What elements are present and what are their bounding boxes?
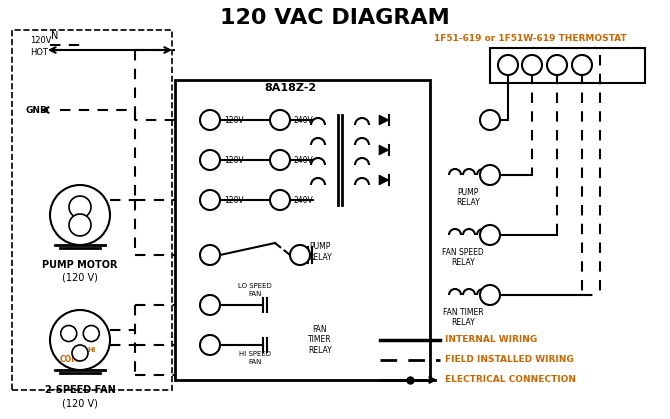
Polygon shape [379,115,389,125]
Circle shape [200,245,220,265]
Text: G: G [486,290,494,300]
Text: INTERNAL WIRING: INTERNAL WIRING [445,336,537,344]
Text: PUMP MOTOR: PUMP MOTOR [42,260,118,270]
Text: Y: Y [487,230,493,240]
Bar [12,30,172,390]
Circle shape [547,55,567,75]
Text: 240V: 240V [294,116,314,124]
Text: P1: P1 [294,251,306,259]
Text: 240V: 240V [294,155,314,165]
Circle shape [200,295,220,315]
Text: 120V: 120V [224,196,244,204]
Text: G: G [578,60,586,70]
Circle shape [270,150,290,170]
Text: 240V: 240V [294,196,314,204]
Circle shape [270,190,290,210]
Circle shape [83,326,99,341]
Text: LO SPEED
FAN: LO SPEED FAN [238,284,272,297]
Circle shape [480,165,500,185]
Circle shape [480,225,500,245]
Polygon shape [379,175,389,185]
Text: W: W [485,170,495,180]
Text: (120 V): (120 V) [62,398,98,408]
Circle shape [498,55,518,75]
Polygon shape [379,145,389,155]
Circle shape [50,185,110,245]
Text: Y: Y [553,60,561,70]
Text: 120V: 120V [224,155,244,165]
Circle shape [69,196,91,218]
Circle shape [200,150,220,170]
Text: 2-SPEED FAN: 2-SPEED FAN [45,385,115,395]
Circle shape [200,190,220,210]
Text: R: R [486,115,493,125]
Text: HI: HI [88,347,96,353]
Text: FAN SPEED
RELAY: FAN SPEED RELAY [442,248,484,267]
Text: 120V: 120V [224,116,244,124]
Text: ELECTRICAL CONNECTION: ELECTRICAL CONNECTION [445,375,576,385]
Text: F2: F2 [204,196,216,204]
Circle shape [50,310,110,370]
Text: L0: L0 [204,300,216,310]
Text: HI: HI [205,341,215,349]
Text: COM: COM [60,355,80,365]
Text: HI SPEED
FAN: HI SPEED FAN [239,352,271,365]
Text: FAN TIMER
RELAY: FAN TIMER RELAY [443,308,483,327]
Circle shape [61,326,77,341]
Text: L1: L1 [204,251,216,259]
Text: F2: F2 [274,196,286,204]
Text: W: W [485,170,495,180]
Circle shape [72,345,88,361]
Circle shape [290,245,310,265]
Text: LO: LO [65,327,75,333]
Bar [490,47,645,83]
Text: FAN
TIMER
RELAY: FAN TIMER RELAY [308,325,332,355]
Text: L2: L2 [274,116,286,124]
Circle shape [69,214,91,236]
Text: PUMP
RELAY: PUMP RELAY [308,242,332,262]
Text: R: R [505,60,512,70]
Bar [175,80,430,380]
Text: P2: P2 [204,155,216,165]
Circle shape [200,110,220,130]
Circle shape [480,285,500,305]
Text: 120V: 120V [30,36,52,44]
Text: GND: GND [25,106,48,114]
Text: 120 VAC DIAGRAM: 120 VAC DIAGRAM [220,8,450,28]
Circle shape [200,335,220,355]
Circle shape [480,110,500,130]
Text: FIELD INSTALLED WIRING: FIELD INSTALLED WIRING [445,355,574,365]
Text: N: N [206,116,214,124]
Text: 8A18Z-2: 8A18Z-2 [264,83,316,93]
Text: P2: P2 [273,155,287,165]
Text: (120 V): (120 V) [62,273,98,283]
Circle shape [270,110,290,130]
Text: N: N [52,31,59,41]
Text: PUMP
RELAY: PUMP RELAY [456,188,480,207]
Text: W: W [527,60,537,70]
Text: HOT: HOT [30,47,48,57]
Circle shape [522,55,542,75]
Text: 1F51-619 or 1F51W-619 THERMOSTAT: 1F51-619 or 1F51W-619 THERMOSTAT [433,34,626,42]
Circle shape [572,55,592,75]
